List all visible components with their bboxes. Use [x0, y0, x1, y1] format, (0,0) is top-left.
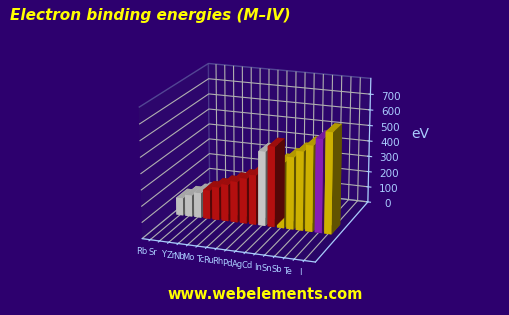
Text: Electron binding energies (M–IV): Electron binding energies (M–IV) — [10, 8, 290, 23]
Text: www.webelements.com: www.webelements.com — [167, 287, 362, 302]
